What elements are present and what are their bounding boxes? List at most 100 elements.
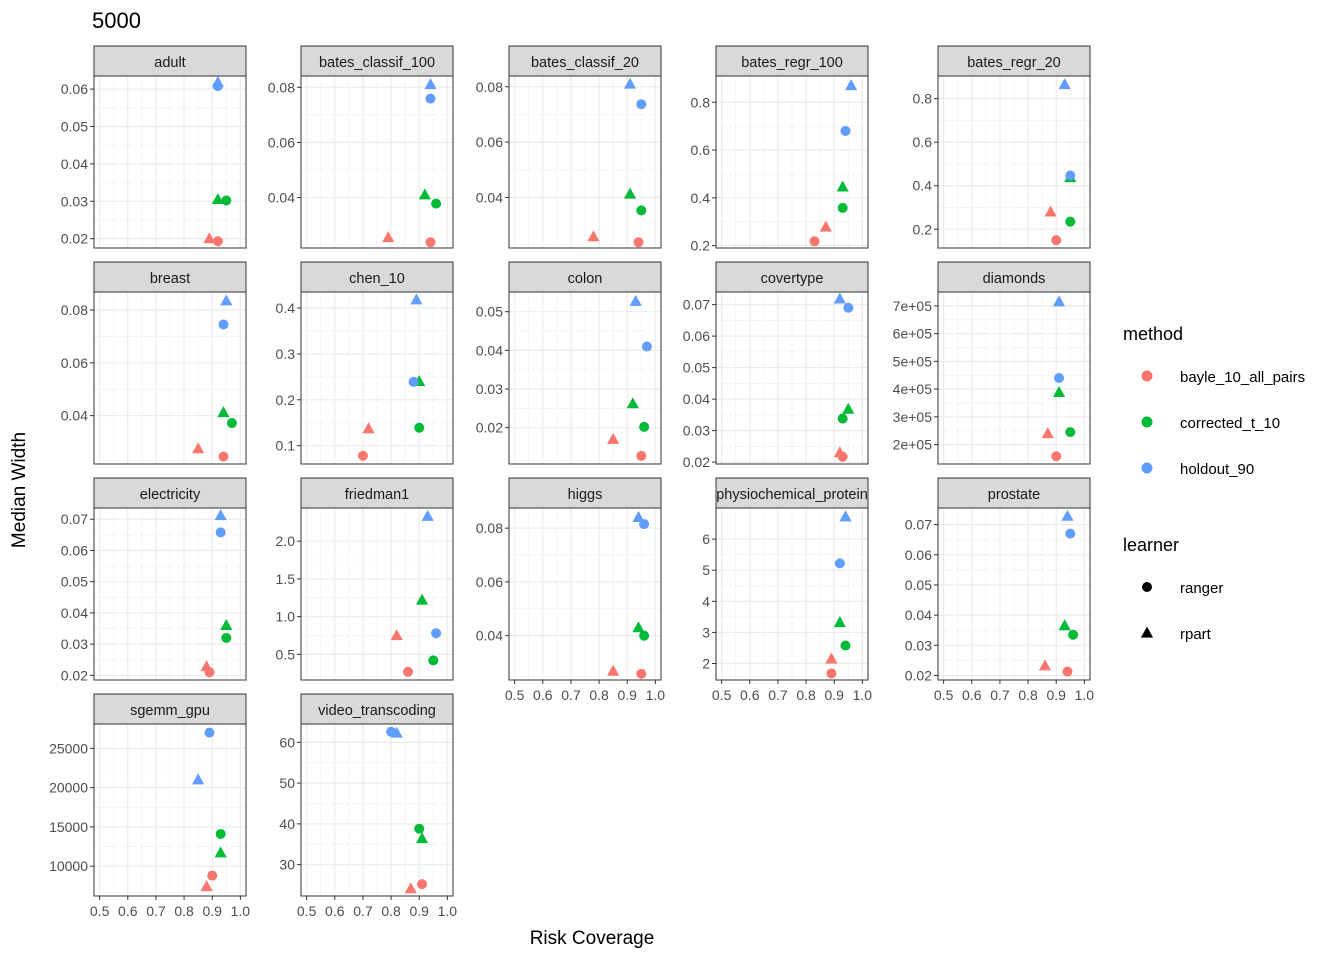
y-tick-label: 3 xyxy=(702,624,710,640)
x-tick-label: 1.0 xyxy=(438,903,458,919)
x-axis-label: Risk Coverage xyxy=(530,928,655,949)
panel-border xyxy=(300,723,454,897)
point-holdout_90-rpart xyxy=(632,511,645,523)
x-tick-label: 1.0 xyxy=(1075,687,1095,703)
x-tick-label: 0.9 xyxy=(202,903,222,919)
point-holdout_90-rpart xyxy=(1061,509,1074,521)
point-bayle_10_all_pairs-ranger xyxy=(212,236,223,247)
point-holdout_90-rpart xyxy=(1052,295,1066,307)
point-corrected_t_10-ranger xyxy=(1065,427,1076,438)
facet-strip xyxy=(937,261,1091,293)
point-corrected_t_10-ranger xyxy=(639,630,650,641)
facet-strip xyxy=(937,45,1091,77)
facet-strip xyxy=(937,477,1091,509)
facet-diamonds: diamonds 2e+05 3e+05 4e+05 5e+05 6e+05 7e+05 xyxy=(893,261,1091,465)
y-tick-label: 0.03 xyxy=(61,193,88,209)
point-bayle_10_all_pairs-rpart xyxy=(362,422,375,434)
y-tick-label: 0.07 xyxy=(61,511,88,527)
facet-strip-label: prostate xyxy=(988,487,1040,503)
y-tick-label: 0.1 xyxy=(276,438,296,454)
legend-key-ranger xyxy=(1142,582,1152,592)
facet-panels: adult 0.02 0.03 0.04 0.05 0.06 bates_classif_1… xyxy=(49,45,1095,919)
point-holdout_90-rpart xyxy=(623,77,637,89)
y-tick-label: 0.06 xyxy=(61,355,88,371)
point-bayle_10_all_pairs-ranger xyxy=(218,451,229,462)
y-tick-label: 0.04 xyxy=(268,190,295,206)
point-bayle_10_all_pairs-rpart xyxy=(587,230,600,242)
x-tick-label: 0.7 xyxy=(990,687,1010,703)
point-corrected_t_10-ranger xyxy=(636,205,647,216)
facet-strip-label: physiochemical_protein xyxy=(716,487,868,503)
facet-strip xyxy=(508,45,662,77)
point-bayle_10_all_pairs-ranger xyxy=(809,236,820,247)
point-holdout_90-ranger xyxy=(834,558,845,569)
facet-strip xyxy=(300,477,454,509)
y-tick-label: 0.05 xyxy=(683,360,710,376)
x-tick-label: 0.6 xyxy=(118,903,138,919)
x-tick-label: 0.6 xyxy=(533,687,553,703)
point-corrected_t_10-rpart xyxy=(842,402,855,414)
panel-border xyxy=(937,507,1091,681)
facet-strip-label: electricity xyxy=(140,487,201,503)
facet-strip xyxy=(93,477,247,509)
point-holdout_90-rpart xyxy=(839,510,852,522)
point-corrected_t_10-ranger xyxy=(431,198,442,209)
point-corrected_t_10-rpart xyxy=(836,180,849,192)
y-tick-label: 0.2 xyxy=(691,238,711,254)
facet-friedman1: friedman1 0.5 1.0 1.5 2.0 xyxy=(276,477,454,681)
y-tick-label: 0.07 xyxy=(683,297,710,313)
facet-bates-regr-100: bates_regr_100 0.2 0.4 0.6 0.8 xyxy=(691,45,869,254)
panel-border xyxy=(93,291,247,465)
y-tick-label: 0.4 xyxy=(276,300,296,316)
point-holdout_90-rpart xyxy=(214,509,227,521)
legend-label-holdout_90: holdout_90 xyxy=(1180,461,1254,478)
point-corrected_t_10-ranger xyxy=(840,640,851,651)
point-holdout_90-rpart xyxy=(211,75,224,87)
point-corrected_t_10-ranger xyxy=(428,655,439,666)
legend-method-title: method xyxy=(1123,324,1183,344)
x-tick-label: 0.7 xyxy=(768,687,788,703)
y-tick-label: 0.6 xyxy=(691,142,711,158)
facet-prostate: prostate 0.02 0.03 0.04 0.05 0.06 0.07 0.5 0.6 0.… xyxy=(905,477,1095,703)
facet-strip-label: colon xyxy=(568,271,603,287)
facet-chen-10: chen_10 0.1 0.2 0.3 0.4 xyxy=(276,261,454,465)
y-tick-label: 0.04 xyxy=(476,628,503,644)
point-bayle_10_all_pairs-ranger xyxy=(636,668,647,679)
legend-label-rpart: rpart xyxy=(1180,626,1212,643)
point-holdout_90-ranger xyxy=(431,628,442,639)
x-tick-label: 0.9 xyxy=(617,687,637,703)
point-corrected_t_10-rpart xyxy=(217,406,230,418)
x-tick-label: 0.8 xyxy=(174,903,194,919)
x-tick-label: 0.5 xyxy=(90,903,110,919)
facet-strip xyxy=(508,477,662,509)
panel-border xyxy=(715,507,869,681)
point-bayle_10_all_pairs-rpart xyxy=(1044,205,1057,217)
point-bayle_10_all_pairs-rpart xyxy=(200,660,213,672)
y-tick-label: 0.04 xyxy=(61,605,88,621)
y-tick-label: 0.06 xyxy=(476,574,503,590)
y-tick-label: 6e+05 xyxy=(893,326,933,342)
point-bayle_10_all_pairs-rpart xyxy=(825,652,838,664)
x-tick-label: 0.8 xyxy=(796,687,816,703)
y-tick-label: 0.2 xyxy=(913,221,933,237)
point-corrected_t_10-rpart xyxy=(211,192,224,204)
point-holdout_90-ranger xyxy=(204,727,215,738)
point-corrected_t_10-ranger xyxy=(215,828,226,839)
legend-label-bayle_10_all_pairs: bayle_10_all_pairs xyxy=(1180,369,1305,386)
y-tick-label: 0.06 xyxy=(476,134,503,150)
y-tick-label: 2 xyxy=(702,656,710,672)
point-bayle_10_all_pairs-ranger xyxy=(402,666,413,677)
y-tick-label: 0.08 xyxy=(61,302,88,318)
point-bayle_10_all_pairs-ranger xyxy=(826,668,837,679)
y-axis-label: Median Width xyxy=(9,432,30,548)
y-tick-label: 2.0 xyxy=(276,533,296,549)
y-tick-label: 0.02 xyxy=(61,231,88,247)
point-holdout_90-rpart xyxy=(1058,78,1071,90)
y-tick-label: 0.8 xyxy=(913,91,933,107)
facet-strip-label: bates_classif_100 xyxy=(319,55,435,71)
facet-strip-label: adult xyxy=(154,55,185,71)
point-holdout_90-ranger xyxy=(408,376,419,387)
facet-strip-label: breast xyxy=(150,271,190,287)
y-tick-label: 2e+05 xyxy=(893,437,933,453)
point-holdout_90-ranger xyxy=(425,93,436,104)
